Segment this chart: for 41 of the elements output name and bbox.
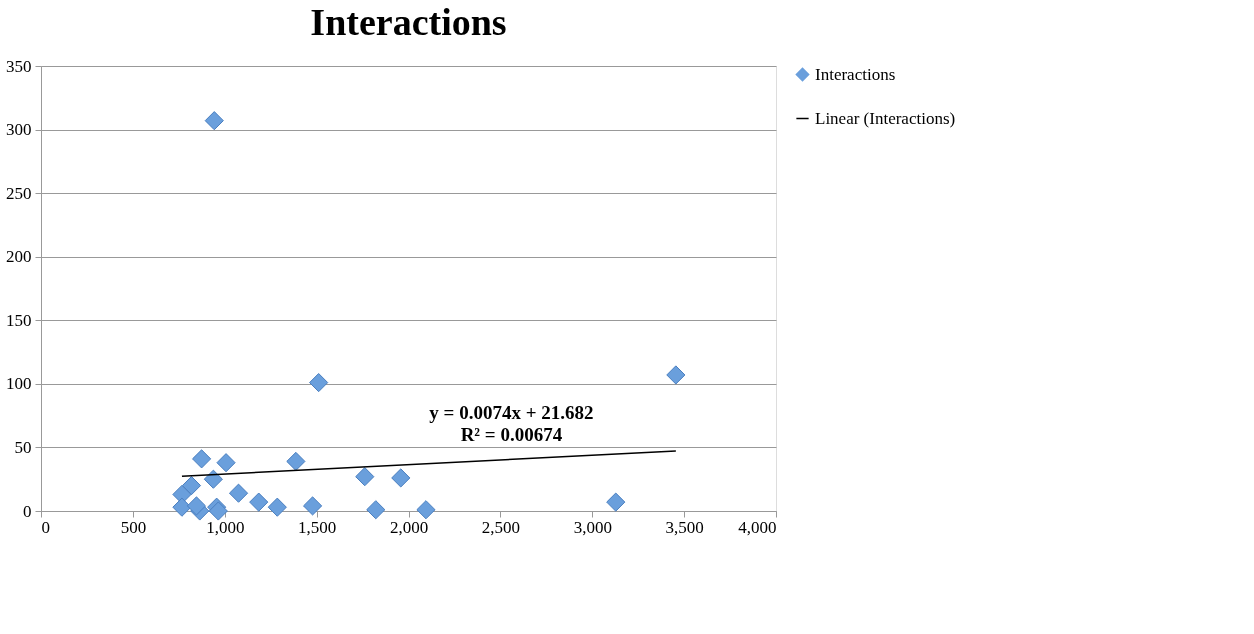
x-tick-label: 3,000 bbox=[573, 517, 612, 537]
point bbox=[286, 451, 306, 471]
point bbox=[309, 373, 329, 393]
point bbox=[606, 492, 626, 512]
x-tick-label: 500 bbox=[120, 517, 147, 537]
y-tick-label: 350 bbox=[6, 56, 32, 76]
point bbox=[216, 453, 236, 473]
point bbox=[355, 467, 375, 487]
chart-title: Interactions bbox=[310, 1, 507, 43]
y-tick-label: 50 bbox=[14, 437, 32, 457]
point bbox=[666, 365, 686, 385]
point bbox=[204, 111, 224, 131]
annotation: R² = 0.00674 bbox=[460, 424, 563, 446]
point bbox=[391, 468, 411, 488]
point bbox=[303, 496, 323, 516]
x-tick-label: 1,000 bbox=[206, 517, 245, 537]
legend-label: Linear (Interactions) bbox=[815, 108, 956, 128]
x-tick-label: 2,000 bbox=[389, 517, 429, 537]
y-tick-label: 200 bbox=[6, 247, 32, 267]
point bbox=[186, 496, 207, 516]
x-tick-label: 2,500 bbox=[481, 517, 520, 537]
point bbox=[228, 483, 249, 503]
y-tick-label: 0 bbox=[23, 501, 32, 521]
point bbox=[181, 475, 202, 496]
point bbox=[416, 500, 436, 520]
y-tick-label: 150 bbox=[6, 310, 32, 330]
point bbox=[192, 449, 212, 469]
x-tick-label: 4,000 bbox=[738, 517, 777, 537]
point bbox=[249, 492, 269, 512]
annotation: y = 0.0074x + 21.682 bbox=[429, 402, 594, 424]
x-tick-label: 0 bbox=[41, 517, 50, 537]
point bbox=[203, 469, 223, 489]
x-tick-label: 1,500 bbox=[298, 517, 337, 537]
point bbox=[172, 497, 192, 517]
point bbox=[267, 497, 287, 517]
y-tick-label: 250 bbox=[6, 183, 32, 203]
x-tick-label: 3,500 bbox=[665, 517, 704, 537]
y-tick-label: 300 bbox=[6, 120, 32, 140]
legend-label: Interactions bbox=[815, 64, 896, 84]
point bbox=[366, 500, 386, 520]
y-tick-label: 100 bbox=[6, 374, 32, 394]
